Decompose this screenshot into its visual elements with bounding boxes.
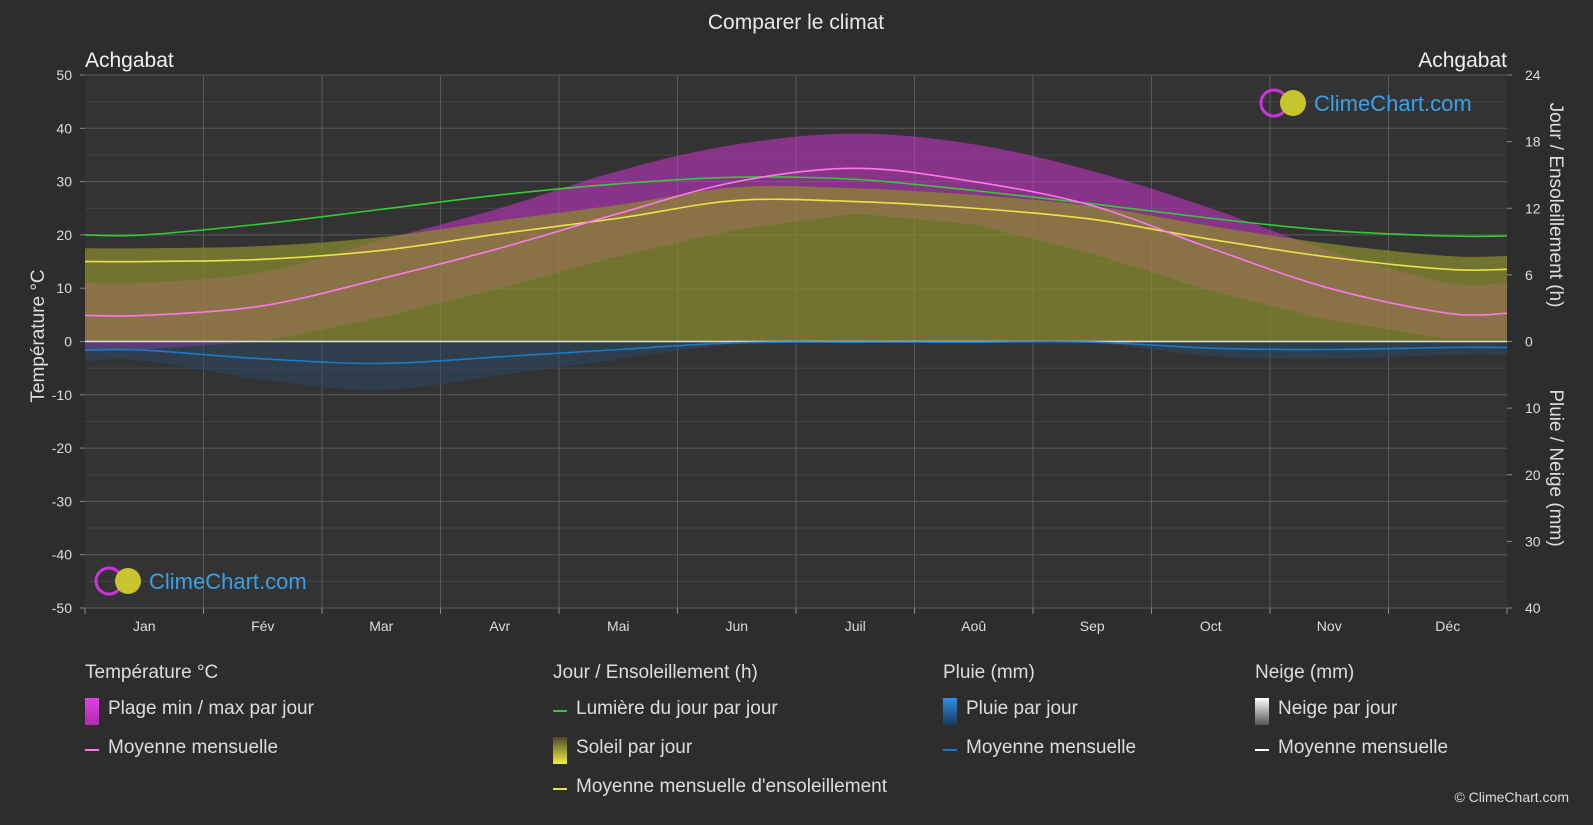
x-tick-label: Mar	[369, 618, 393, 634]
legend-item: Moyenne mensuelle	[85, 737, 314, 776]
copyright: © ClimeChart.com	[1454, 789, 1569, 805]
y-left-tick-label: 10	[56, 280, 72, 296]
y-right-bottom-label: Pluie / Neige (mm)	[1545, 389, 1566, 546]
x-tick-label: Aoû	[961, 618, 986, 634]
legend-label: Neige par jour	[1278, 698, 1398, 719]
logo-sun-icon	[115, 568, 141, 594]
y-right-bottom-tick-label: 30	[1525, 533, 1541, 549]
sunshine-area	[85, 185, 1507, 342]
y-right-top-tick-label: 18	[1525, 134, 1541, 150]
daylight-line	[84, 176, 1508, 238]
y-right-bottom-tick-label: 40	[1525, 600, 1541, 616]
logo-sun-icon	[1280, 90, 1306, 116]
sunshine-mean-line	[84, 198, 1508, 272]
y-left-tick-label: 50	[56, 67, 72, 83]
legend-label: Moyenne mensuelle	[1278, 737, 1449, 758]
watermark-text: ClimeChart.com	[1314, 91, 1472, 116]
legend-item: Moyenne mensuelle d'ensoleillement	[553, 776, 887, 815]
legend-item: Pluie par jour	[943, 698, 1136, 737]
legend-title: Température °C	[85, 662, 219, 683]
y-left-tick-label: 0	[64, 334, 72, 350]
y-right-bottom-tick-label: 20	[1525, 467, 1541, 483]
legend-label: Lumière du jour par jour	[576, 698, 778, 719]
legend-item: Plage min / max par jour	[85, 698, 314, 737]
location-right: Achgabat	[1418, 49, 1507, 72]
temp-range-swatch	[85, 698, 99, 725]
x-tick-label: Mai	[607, 618, 630, 634]
y-left-label: Température °C	[28, 269, 49, 402]
x-tick-label: Déc	[1435, 618, 1460, 634]
legend-label: Soleil par jour	[576, 737, 693, 758]
sunshine-band	[85, 185, 1507, 342]
rain-band	[85, 341, 1507, 390]
x-tick-label: Oct	[1200, 618, 1222, 634]
legend-title: Neige (mm)	[1255, 662, 1355, 683]
x-tick-label: Jan	[133, 618, 156, 634]
snow-mean-swatch	[1255, 749, 1269, 751]
legend-snow: Neige (mm) Neige par jour Moyenne mensue…	[1255, 662, 1448, 776]
snow-swatch	[1255, 698, 1269, 725]
x-tick-label: Sep	[1080, 618, 1105, 634]
x-tick-label: Juil	[845, 618, 866, 634]
legend-sun: Jour / Ensoleillement (h) Lumière du jou…	[553, 662, 887, 815]
legend-label: Pluie par jour	[966, 698, 1078, 719]
y-right-top-tick-label: 24	[1525, 67, 1541, 83]
rain-swatch	[943, 698, 957, 725]
y-left-tick-label: 40	[56, 120, 72, 136]
y-left-tick-label: -30	[52, 493, 72, 509]
y-left-tick-label: 20	[56, 227, 72, 243]
y-right-top-tick-label: 12	[1525, 200, 1541, 216]
legend-item: Moyenne mensuelle	[1255, 737, 1448, 776]
y-left-tick-label: -50	[52, 600, 72, 616]
sunshine-mean-swatch	[553, 788, 567, 790]
y-right-top-tick-label: 0	[1525, 334, 1533, 350]
legend-label: Moyenne mensuelle	[108, 737, 279, 758]
legend-temperature: Température °C Plage min / max par jour …	[85, 662, 314, 776]
daylight-swatch	[553, 710, 567, 712]
watermark-bottom: ClimeChart.com	[94, 566, 307, 596]
y-right-top-label: Jour / Ensoleillement (h)	[1545, 103, 1566, 308]
legend-item: Moyenne mensuelle	[943, 737, 1136, 776]
legend-title: Pluie (mm)	[943, 662, 1035, 683]
y-right-top-tick-label: 6	[1525, 267, 1533, 283]
rain-area	[85, 341, 1507, 390]
x-tick-label: Fév	[251, 618, 274, 634]
series-lines	[84, 167, 1508, 365]
x-tick-label: Nov	[1317, 618, 1342, 634]
y-left-tick-label: -40	[52, 547, 72, 563]
legend-title: Jour / Ensoleillement (h)	[553, 662, 758, 683]
legend-item: Lumière du jour par jour	[553, 698, 887, 737]
y-left-tick-label: 30	[56, 174, 72, 190]
location-left: Achgabat	[85, 49, 174, 72]
legend-item: Soleil par jour	[553, 737, 887, 776]
temp-mean-line	[84, 167, 1508, 317]
temp-mean-swatch	[85, 749, 99, 751]
y-left-tick-label: -20	[52, 440, 72, 456]
watermark-text: ClimeChart.com	[149, 569, 307, 594]
legend-item: Neige par jour	[1255, 698, 1448, 737]
legend-label: Moyenne mensuelle	[966, 737, 1137, 758]
x-tick-label: Avr	[489, 618, 510, 634]
sunshine-swatch	[553, 737, 567, 764]
watermark-top: ClimeChart.com	[1259, 88, 1472, 118]
legend-label: Plage min / max par jour	[108, 698, 314, 719]
legend-label: Moyenne mensuelle d'ensoleillement	[576, 776, 887, 797]
rain-mean-swatch	[943, 749, 957, 751]
y-right-bottom-tick-label: 10	[1525, 400, 1541, 416]
x-tick-label: Jun	[725, 618, 748, 634]
chart-title: Comparer le climat	[708, 11, 884, 34]
legend-rain: Pluie (mm) Pluie par jour Moyenne mensue…	[943, 662, 1136, 776]
rain-mean-line	[84, 340, 1508, 365]
axis-ticks: 50 40 30 20 10 0 -10 -20 -30 -40 -50 24 18 12 6 0 10 20 30…	[52, 67, 1541, 634]
y-left-tick-label: -10	[52, 387, 72, 403]
